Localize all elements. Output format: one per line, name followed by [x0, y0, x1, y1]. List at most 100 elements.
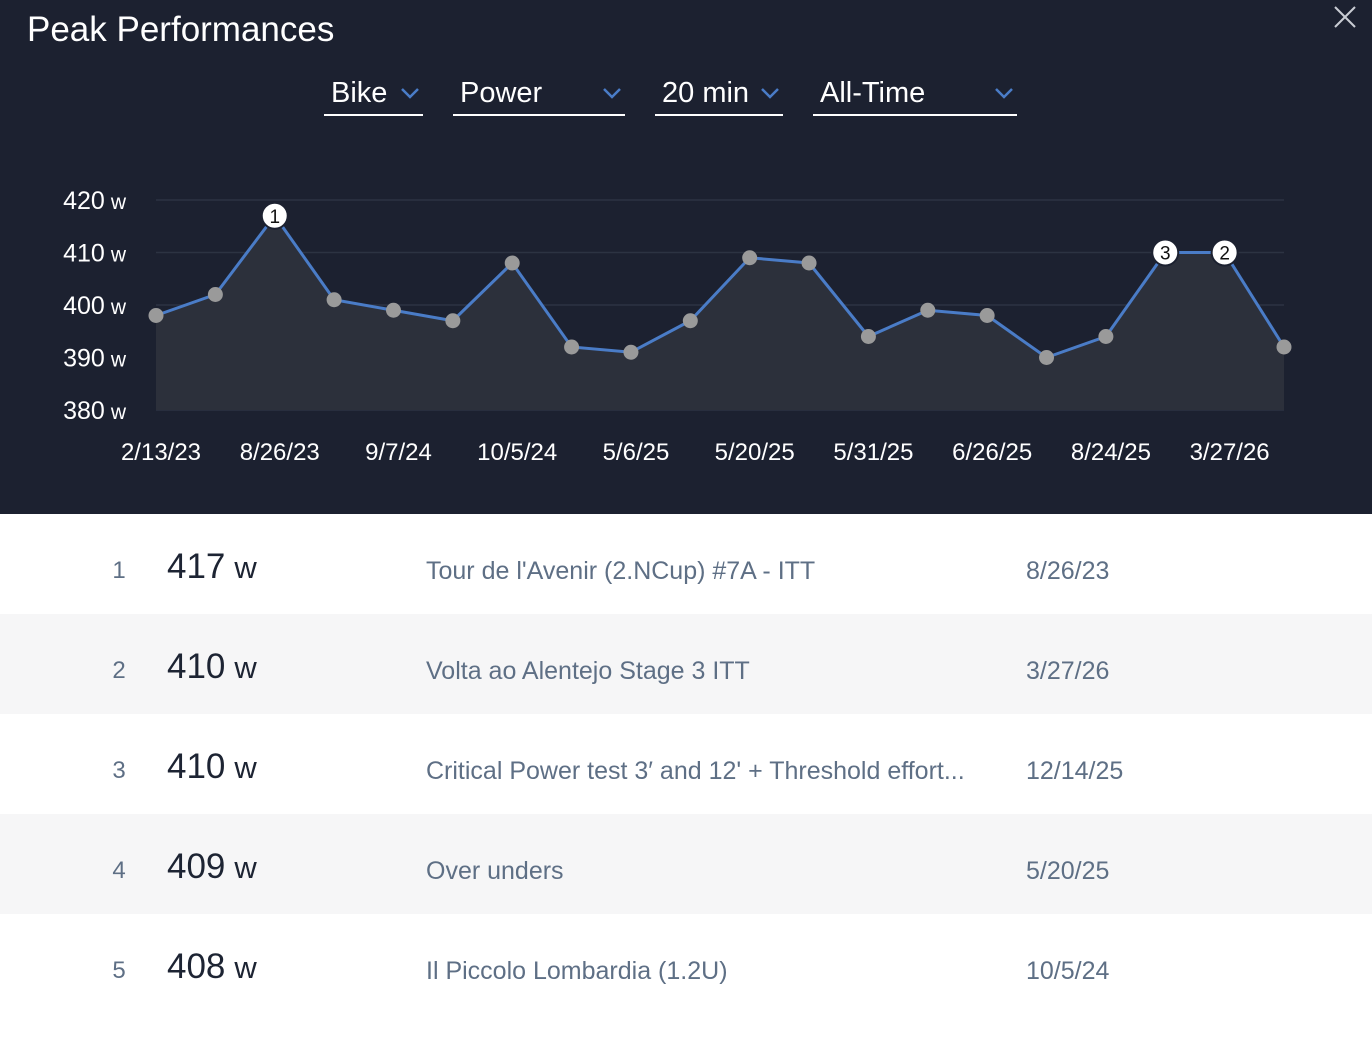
- row-rank: 3: [112, 757, 126, 784]
- row-power-value: 417: [167, 547, 226, 586]
- row-power-unit: w: [234, 550, 257, 585]
- data-point: [385, 302, 401, 318]
- y-tick-value: 410: [63, 240, 105, 268]
- chevron-down-icon: [603, 88, 621, 99]
- data-point: [207, 287, 223, 302]
- row-power: 410 w: [167, 747, 257, 787]
- x-tick-label: 8/26/23: [240, 439, 320, 466]
- y-tick-value: 400: [63, 292, 105, 320]
- row-event-link[interactable]: Tour de l'Avenir (2.NCup) #7A - ITT: [426, 557, 816, 585]
- rank-marker-label: 1: [269, 207, 280, 228]
- y-tick-value: 390: [63, 345, 105, 373]
- data-point: [326, 292, 342, 308]
- row-date: 12/14/25: [1026, 757, 1124, 785]
- row-power-value: 410: [167, 647, 226, 686]
- series-line: [155, 213, 1286, 360]
- row-power-unit: w: [234, 650, 257, 685]
- x-tick-label: 2/13/23: [121, 439, 201, 466]
- data-point: [623, 344, 639, 360]
- page-title: Peak Performances: [27, 10, 335, 49]
- y-tick-label: 400 w: [63, 292, 127, 320]
- data-point: [445, 313, 461, 329]
- row-date: 5/20/25: [1026, 857, 1110, 885]
- data-point: [801, 255, 817, 271]
- chevron-down-icon: [761, 88, 779, 99]
- row-date: 3/27/26: [1026, 657, 1110, 685]
- data-point: [564, 339, 580, 355]
- row-power: 410 w: [167, 647, 257, 687]
- y-tick-label: 420 w: [63, 187, 127, 215]
- y-tick-unit: w: [110, 244, 127, 267]
- x-tick-label: 10/5/24: [477, 439, 557, 466]
- row-power-value: 408: [167, 947, 226, 986]
- data-point: [504, 255, 520, 271]
- row-date: 10/5/24: [1026, 957, 1110, 985]
- table-row[interactable]: 5 408 w Il Piccolo Lombardia (1.2U) 10/5/24: [0, 914, 1372, 1014]
- duration-dropdown-value: 20 min: [662, 77, 750, 109]
- close-icon[interactable]: [1330, 2, 1360, 32]
- duration-dropdown[interactable]: 20 min: [655, 72, 783, 116]
- table-row[interactable]: 2 410 w Volta ao Alentejo Stage 3 ITT 3/27/2…: [0, 614, 1372, 714]
- row-power: 408 w: [167, 947, 257, 987]
- row-event-link[interactable]: Critical Power test 3′ and 12' + Thresho…: [426, 757, 965, 785]
- x-tick-label: 8/24/25: [1071, 439, 1151, 466]
- sport-dropdown-value: Bike: [331, 77, 388, 109]
- row-rank: 5: [112, 957, 126, 984]
- metric-dropdown-value: Power: [460, 77, 543, 109]
- x-tick-label: 9/7/24: [365, 439, 432, 466]
- x-tick-label: 5/20/25: [715, 439, 795, 466]
- chevron-down-icon: [401, 88, 419, 99]
- sport-dropdown[interactable]: Bike: [324, 72, 423, 116]
- table-row[interactable]: 3 410 w Critical Power test 3′ and 12' + Th…: [0, 714, 1372, 814]
- rank-marker: [1210, 238, 1239, 267]
- table-row[interactable]: 4 409 w Over unders 5/20/25: [0, 814, 1372, 914]
- data-point: [1039, 350, 1055, 365]
- row-rank: 1: [112, 557, 126, 584]
- x-tick-label: 5/31/25: [833, 439, 913, 466]
- rank-marker: [260, 201, 289, 230]
- y-tick-value: 380: [63, 397, 105, 425]
- peak-performance-table: 1 417 w Tour de l'Avenir (2.NCup) #7A - ITT…: [0, 514, 1372, 1014]
- y-tick-unit: w: [110, 401, 127, 424]
- x-tick-label: 3/27/26: [1190, 439, 1270, 466]
- x-tick-label: 5/6/25: [603, 439, 670, 466]
- y-tick-label: 380 w: [63, 397, 127, 425]
- row-rank: 2: [112, 657, 126, 684]
- data-point: [148, 308, 164, 323]
- range-dropdown-value: All-Time: [820, 77, 926, 109]
- y-tick-value: 420: [63, 187, 105, 215]
- row-rank: 4: [112, 857, 126, 884]
- y-tick-unit: w: [110, 296, 127, 319]
- row-power: 409 w: [167, 847, 257, 887]
- data-point: [742, 250, 758, 266]
- data-point: [920, 302, 936, 318]
- rank-marker-label: 2: [1219, 244, 1230, 265]
- row-date: 8/26/23: [1026, 557, 1110, 585]
- row-power-unit: w: [234, 950, 257, 985]
- y-tick-unit: w: [110, 349, 127, 372]
- row-power-value: 410: [167, 747, 226, 786]
- row-power-value: 409: [167, 847, 226, 886]
- y-tick-label: 390 w: [63, 345, 127, 373]
- row-event-link[interactable]: Volta ao Alentejo Stage 3 ITT: [426, 657, 750, 685]
- data-point: [682, 313, 698, 329]
- chevron-down-icon: [995, 88, 1013, 99]
- data-point: [1098, 329, 1114, 344]
- data-point: [860, 329, 876, 344]
- row-power-unit: w: [234, 750, 257, 785]
- x-tick-label: 6/26/25: [952, 439, 1032, 466]
- series-area: [156, 215, 1284, 410]
- row-event-link[interactable]: Il Piccolo Lombardia (1.2U): [426, 957, 728, 985]
- y-tick-unit: w: [110, 191, 127, 214]
- row-power-unit: w: [234, 850, 257, 885]
- row-event-link[interactable]: Over unders: [426, 857, 564, 885]
- y-tick-label: 410 w: [63, 240, 127, 268]
- rank-marker-label: 3: [1160, 244, 1171, 265]
- row-power: 417 w: [167, 547, 257, 587]
- range-dropdown[interactable]: All-Time: [813, 72, 1017, 116]
- metric-dropdown[interactable]: Power: [453, 72, 625, 116]
- table-row[interactable]: 1 417 w Tour de l'Avenir (2.NCup) #7A - ITT…: [0, 514, 1372, 614]
- data-point: [979, 308, 995, 323]
- data-point: [1276, 339, 1292, 355]
